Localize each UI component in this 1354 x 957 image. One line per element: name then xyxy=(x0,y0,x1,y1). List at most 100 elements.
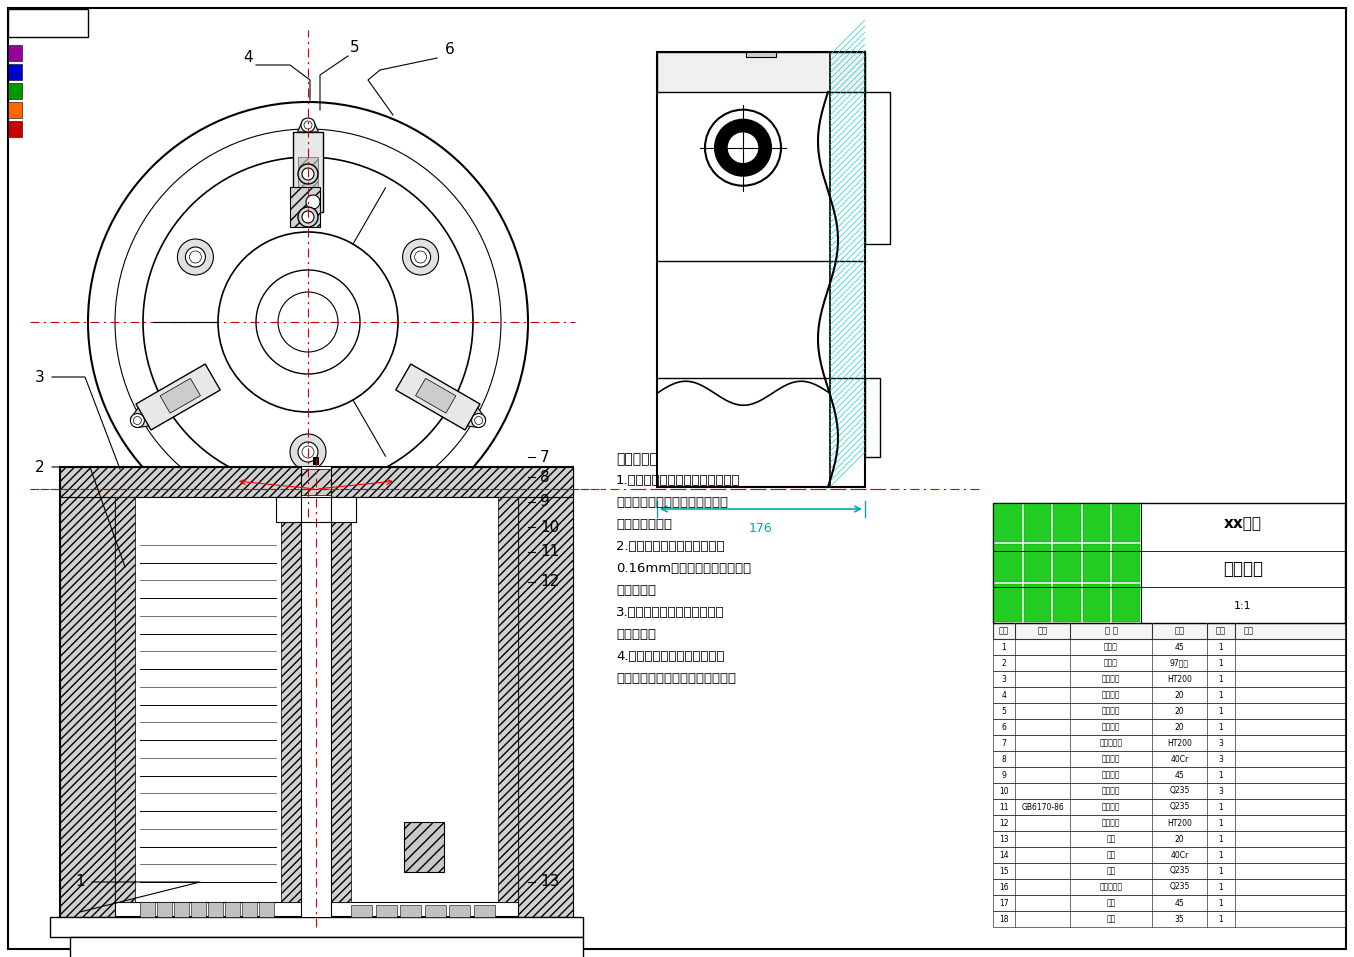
Text: 缸盖: 缸盖 xyxy=(1106,915,1116,924)
Text: 45: 45 xyxy=(1175,770,1185,780)
Bar xyxy=(450,905,470,917)
Bar xyxy=(830,52,865,487)
Text: 1: 1 xyxy=(1219,818,1224,828)
Polygon shape xyxy=(292,132,324,212)
Text: 4: 4 xyxy=(1002,691,1006,700)
Circle shape xyxy=(715,120,770,176)
Bar xyxy=(992,831,1345,847)
Bar xyxy=(1053,584,1080,622)
Text: 18: 18 xyxy=(999,915,1009,924)
Bar xyxy=(992,655,1345,671)
Text: Q235: Q235 xyxy=(1170,866,1190,876)
Text: 12: 12 xyxy=(999,818,1009,828)
Bar xyxy=(191,902,206,917)
Bar xyxy=(313,457,320,465)
Text: 11: 11 xyxy=(540,545,559,560)
Text: 20: 20 xyxy=(1175,835,1185,843)
Text: 材料: 材料 xyxy=(1174,627,1185,635)
Text: 2: 2 xyxy=(35,459,45,475)
Circle shape xyxy=(298,207,318,227)
Text: 圆柱销座: 圆柱销座 xyxy=(1102,787,1120,795)
Bar xyxy=(330,497,351,902)
Bar xyxy=(1112,544,1140,582)
Text: 176: 176 xyxy=(749,522,773,535)
Text: 卡盘体: 卡盘体 xyxy=(1104,642,1118,652)
Text: 数量: 数量 xyxy=(1216,627,1225,635)
Bar xyxy=(865,92,890,244)
Text: 8: 8 xyxy=(1002,754,1006,764)
Text: 主轴: 主轴 xyxy=(1106,851,1116,859)
Text: 1: 1 xyxy=(1219,851,1224,859)
Bar xyxy=(1112,584,1140,622)
Text: 1: 1 xyxy=(1219,723,1224,731)
Text: 40Cr: 40Cr xyxy=(1170,754,1189,764)
Text: 活塞: 活塞 xyxy=(1106,899,1116,907)
Bar xyxy=(992,703,1345,719)
Text: 卡爪: 卡爪 xyxy=(1106,835,1116,843)
Circle shape xyxy=(302,168,314,180)
Text: 5: 5 xyxy=(1002,706,1006,716)
Bar xyxy=(1053,504,1080,542)
Bar xyxy=(992,719,1345,735)
Polygon shape xyxy=(298,157,318,192)
Circle shape xyxy=(134,416,141,425)
Bar xyxy=(992,767,1345,783)
Text: 夹子环片: 夹子环片 xyxy=(1102,706,1120,716)
Text: 0.16mm，铅丝不得大于最小侧: 0.16mm，铅丝不得大于最小侧 xyxy=(616,562,751,575)
Bar xyxy=(1083,504,1110,542)
Bar xyxy=(60,467,573,917)
Text: 6: 6 xyxy=(1002,723,1006,731)
Text: 1: 1 xyxy=(1219,642,1224,652)
Text: 轴承用汽油清洗，机体内不能残: 轴承用汽油清洗，机体内不能残 xyxy=(616,496,728,509)
Circle shape xyxy=(410,247,431,267)
Polygon shape xyxy=(416,378,456,413)
Bar xyxy=(157,902,172,917)
Bar xyxy=(1024,544,1051,582)
Bar xyxy=(8,64,22,80)
Text: 12: 12 xyxy=(540,574,559,590)
Bar xyxy=(1083,584,1110,622)
Bar xyxy=(301,469,330,495)
Bar xyxy=(519,467,573,917)
Bar xyxy=(8,45,22,61)
Bar xyxy=(115,497,135,902)
Text: 1: 1 xyxy=(1219,658,1224,667)
Text: 6: 6 xyxy=(445,42,455,57)
Bar xyxy=(209,902,223,917)
Bar xyxy=(351,905,372,917)
Text: 液压缸: 液压缸 xyxy=(1104,658,1118,667)
Circle shape xyxy=(475,416,482,425)
Text: 20: 20 xyxy=(1175,723,1185,731)
Text: 卡盘连接盖: 卡盘连接盖 xyxy=(1099,739,1122,747)
Text: 3: 3 xyxy=(35,369,45,385)
Text: 5: 5 xyxy=(351,40,360,56)
Bar xyxy=(259,902,274,917)
Text: 8: 8 xyxy=(540,470,550,484)
Bar xyxy=(375,905,397,917)
Text: 45: 45 xyxy=(1175,899,1185,907)
Text: HT200: HT200 xyxy=(1167,818,1192,828)
Text: 40Cr: 40Cr xyxy=(1170,851,1189,859)
Bar xyxy=(8,83,22,99)
Circle shape xyxy=(305,121,311,129)
Bar xyxy=(992,751,1345,767)
Text: 备注: 备注 xyxy=(1244,627,1254,635)
Bar xyxy=(70,937,584,957)
Text: 水玻璃，但不允许使用任何填料。: 水玻璃，但不允许使用任何填料。 xyxy=(616,672,737,685)
Text: 3: 3 xyxy=(1219,787,1224,795)
Bar xyxy=(992,911,1345,927)
Bar xyxy=(80,467,552,485)
Text: 17: 17 xyxy=(999,899,1009,907)
Text: 锥子环片: 锥子环片 xyxy=(1102,691,1120,700)
Text: 前体端盖: 前体端盖 xyxy=(1102,675,1120,683)
Text: 7: 7 xyxy=(1002,739,1006,747)
Text: 20: 20 xyxy=(1175,706,1185,716)
Text: 1: 1 xyxy=(1219,691,1224,700)
Bar xyxy=(992,639,1345,655)
Text: 1: 1 xyxy=(1219,770,1224,780)
Bar xyxy=(1083,544,1110,582)
Bar xyxy=(992,503,1345,623)
Bar xyxy=(657,52,865,92)
Text: 1.装配前，所有零件用煤油清洗，: 1.装配前，所有零件用煤油清洗， xyxy=(616,474,741,487)
Text: 1: 1 xyxy=(1219,675,1224,683)
